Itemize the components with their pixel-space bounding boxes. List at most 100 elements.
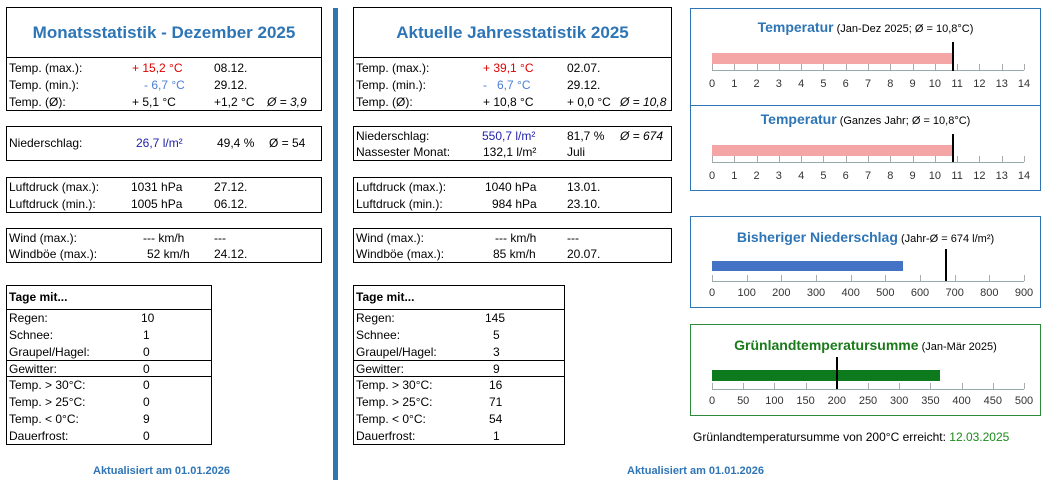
- chart-1-tick-label: 6: [842, 170, 849, 182]
- date: 24.12.: [214, 247, 248, 261]
- value: + 5,1 °C: [132, 95, 176, 109]
- gts-note-date: 12.03.2025: [949, 430, 1010, 444]
- chart-0-tick: [1024, 64, 1025, 70]
- chart-0-tick: [934, 64, 936, 70]
- chart-3-tick: [774, 383, 776, 389]
- monat-footer: Aktualisiert am 01.01.2026: [93, 465, 230, 477]
- table-row: Schnee: 5: [356, 328, 500, 342]
- table-row: Schnee: 1: [9, 328, 150, 342]
- chart-0-tick: [868, 64, 869, 70]
- chart-0-tick-label: 11: [951, 78, 963, 90]
- chart-0-tick-label: 1: [731, 78, 738, 90]
- label: Temp. (max.):: [9, 61, 83, 75]
- chart-1-tick: [801, 156, 803, 162]
- chart-1-tick-label: 13: [995, 170, 1008, 182]
- chart-1-tick-label: 3: [775, 170, 782, 182]
- chart-2-tick: [712, 275, 713, 281]
- chart-1-tick-label: 12: [973, 170, 986, 182]
- chart-3-tick-label: 350: [921, 395, 940, 407]
- chart-3-tick: [899, 383, 901, 389]
- date: 27.12.: [214, 180, 248, 194]
- jahr-temp-min-row: Temp. (min.): - 6,7 °C 29.12.: [356, 78, 601, 92]
- chart-2-bar: [712, 261, 903, 271]
- chart-0-average-marker: [951, 42, 954, 71]
- chart-3-tick-label: 50: [737, 395, 750, 407]
- temp-chart-2-title: Temperatur (Ganzes Jahr; Ø = 10,8°C): [760, 111, 971, 127]
- gts-note: Grünlandtemperatursumme von 200°C erreic…: [693, 430, 1010, 444]
- chart-2-tick-label: 600: [910, 287, 930, 299]
- chart-3-tick-label: 300: [890, 395, 909, 407]
- chart-0-tick-label: 9: [909, 78, 916, 90]
- value: 52 km/h: [147, 247, 190, 261]
- chart-2-tick-label: 700: [945, 287, 964, 299]
- chart-1-tick-label: 10: [928, 170, 941, 182]
- label: Windböe (max.):: [9, 247, 98, 261]
- chart-2-tick: [989, 275, 991, 281]
- monat-wind-max-row: Wind (max.): --- km/h ---: [7, 230, 321, 247]
- chart-1-tick: [868, 156, 869, 162]
- chart-0-tick: [845, 64, 847, 70]
- chart-3-tick-label: 150: [796, 395, 815, 407]
- value: - 6,7 °C: [144, 78, 185, 92]
- chart-1-tick-label: 4: [798, 170, 805, 182]
- jahr-temp-avg-row: Temp. (Ø): + 10,8 °C + 0,0 °C Ø = 10,8: [356, 95, 667, 109]
- chart-0-axis: [712, 70, 1024, 71]
- chart-1-tick-label: 2: [753, 170, 760, 182]
- chart-0-tick: [1001, 64, 1003, 70]
- monat-tage-header: Tage mit...: [9, 290, 68, 304]
- monat-title: Monatsstatistik - Dezember 2025: [32, 22, 296, 42]
- chart-1-tick: [778, 156, 780, 162]
- jahr-title-box: Aktuelle Jahresstatistik 2025: [353, 7, 672, 58]
- chart-3-tick-label: 500: [1014, 395, 1034, 407]
- chart-1-tick-label: 1: [731, 170, 738, 182]
- chart-1-tick: [979, 156, 981, 162]
- table-row: 145 Regen:: [356, 311, 506, 325]
- chart-0-tick-label: 13: [995, 78, 1008, 90]
- chart-2-tick-label: 0: [708, 287, 716, 299]
- table-row: Temp. > 30°C: 0: [9, 378, 150, 392]
- chart-0-tick: [712, 64, 713, 70]
- chart-1-axis: [712, 162, 1024, 163]
- jahr-luftdruck-min-row: Luftdruck (min.): 984 hPa 23.10.: [356, 197, 601, 211]
- chart-0-bar: [712, 53, 953, 64]
- chart-1-tick-label: 5: [820, 170, 827, 182]
- temp-chart-1-title: Temperatur (Jan-Dez 2025; Ø = 10,8°C): [757, 19, 974, 35]
- monat-luftdruck-max-row: Luftdruck (max.): 1031 hPa 27.12.: [7, 179, 321, 196]
- chart-0-tick-label: 2: [753, 78, 760, 90]
- chart-2-tick-label: 300: [806, 287, 826, 299]
- section-divider: [333, 8, 338, 480]
- chart-3-tick-label: 0: [708, 395, 716, 407]
- monat-wind-boe-row: Windböe (max.): 52 km/h 24.12.: [7, 246, 321, 263]
- chart-3-tick: [992, 383, 994, 389]
- chart-0-tick: [823, 64, 825, 70]
- monat-temp-max-row: Temp. (max.): + 15,2 °C 08.12.: [7, 60, 321, 77]
- jahr-wind-box: Wind (max.): --- km/h --- Windböe (max.)…: [353, 228, 672, 263]
- chart-2-tick-label: 500: [876, 287, 895, 299]
- chart-3-tick-label: 250: [858, 395, 878, 407]
- panel-divider: [690, 105, 1041, 106]
- chart-3-bar: [712, 370, 940, 381]
- jahr-luftdruck-box: Luftdruck (max.): 1040 hPa 13.01. Luftdr…: [353, 177, 672, 213]
- table-row: Temp. < 0°C: 54: [356, 412, 503, 426]
- monat-niederschlag-row: Niederschlag: 26,7 l/m² 49,4 % Ø = 54: [7, 135, 321, 152]
- chart-1-tick: [712, 156, 713, 162]
- label: Luftdruck (min.):: [9, 197, 96, 211]
- chart-0-tick-label: 14: [1017, 78, 1031, 90]
- percent: 49,4 %: [217, 136, 255, 150]
- chart-2-tick: [781, 275, 783, 281]
- label: Wind (max.):: [9, 231, 78, 245]
- chart-0-tick-label: 3: [775, 78, 782, 90]
- jahr-temp-max-row: Temp. (max.): + 39,1 °C 02.07.: [356, 61, 601, 75]
- ref: Ø = 54: [269, 136, 306, 150]
- chart-1-tick-label: 11: [951, 170, 963, 182]
- value: + 15,2 °C: [132, 61, 183, 75]
- jahr-title: Aktuelle Jahresstatistik 2025: [396, 22, 629, 42]
- chart-2-tick: [1024, 275, 1025, 281]
- chart-2-tick: [746, 275, 748, 281]
- jahr-footer: Aktualisiert am 01.01.2026: [627, 465, 764, 477]
- chart-0-tick: [890, 64, 892, 70]
- jahr-tage-header: Tage mit...: [356, 290, 415, 304]
- monat-temp-avg-row: Temp. (Ø): + 5,1 °C +1,2 °C Ø = 3,9: [7, 94, 321, 111]
- chart-2-tick: [850, 275, 852, 281]
- chart-2-tick-label: 800: [980, 287, 999, 299]
